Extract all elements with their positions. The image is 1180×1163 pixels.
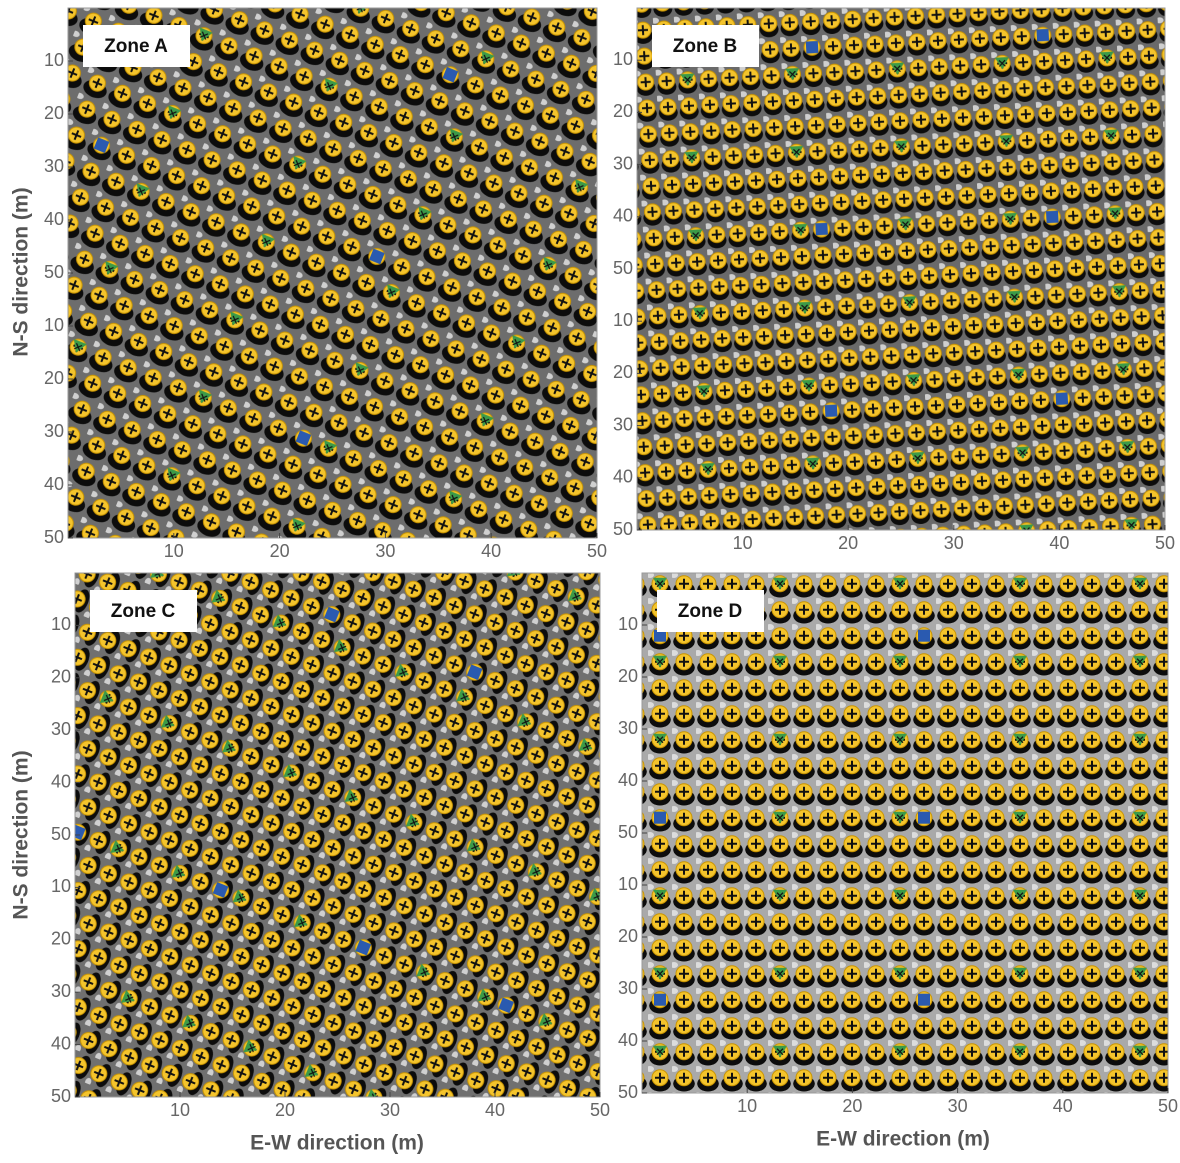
y-tick-label: 30 bbox=[44, 156, 64, 176]
x-tick-label: 50 bbox=[1155, 533, 1175, 553]
y-tick-label: 50 bbox=[618, 822, 638, 842]
x-tick-label: 30 bbox=[375, 541, 395, 561]
y-tick-label: 20 bbox=[51, 929, 71, 949]
y-tick-label: 40 bbox=[44, 474, 64, 494]
x-tick-label: 10 bbox=[737, 1096, 757, 1116]
panel: 10 20 30 40 50 10 20 30 40 50 10 20 30 40 50 Zone A bbox=[44, 7, 607, 561]
canopy-image bbox=[642, 573, 1168, 1093]
zone-label: Zone D bbox=[678, 601, 742, 622]
zone-label: Zone B bbox=[673, 36, 737, 57]
y-tick-label: 40 bbox=[51, 771, 71, 791]
zone-label-box bbox=[90, 590, 197, 632]
y-tick-label: 30 bbox=[51, 719, 71, 739]
x-tick-label: 50 bbox=[590, 1100, 610, 1120]
y-tick-label: 30 bbox=[51, 981, 71, 1001]
y-tick-label: 20 bbox=[613, 101, 633, 121]
dead-markers bbox=[75, 573, 600, 1097]
x-tick-label: 50 bbox=[587, 541, 607, 561]
x-tick-label: 30 bbox=[944, 533, 964, 553]
panel: 10 20 30 40 50 10 20 30 40 50 10 20 30 40 50 Zone C bbox=[51, 572, 610, 1120]
y-tick-label: 20 bbox=[44, 368, 64, 388]
x-tick-label: 40 bbox=[485, 1100, 505, 1120]
x-tick-label: 20 bbox=[838, 533, 858, 553]
y-tick-label: 20 bbox=[618, 926, 638, 946]
x-tick-label: 50 bbox=[1158, 1096, 1178, 1116]
x-tick-label: 10 bbox=[733, 533, 753, 553]
y-tick-label: 40 bbox=[618, 1030, 638, 1050]
zone-label: Zone A bbox=[104, 36, 168, 57]
y-tick-label: 30 bbox=[618, 978, 638, 998]
y-tick-label: 50 bbox=[44, 262, 64, 282]
x-tick-label: 40 bbox=[481, 541, 501, 561]
canopy-image bbox=[75, 573, 600, 1097]
y-tick-label: 40 bbox=[51, 1033, 71, 1053]
y-tick-label: 40 bbox=[44, 209, 64, 229]
canopy-image bbox=[68, 8, 597, 538]
x-tick-label: 10 bbox=[170, 1100, 190, 1120]
x-tick-label: 40 bbox=[1049, 533, 1069, 553]
y-tick-label: 10 bbox=[613, 49, 633, 69]
x-axis-label: E-W direction (m) bbox=[250, 1132, 424, 1155]
y-tick-label: 10 bbox=[44, 50, 64, 70]
x-axis-label: E-W direction (m) bbox=[816, 1128, 990, 1151]
x-tick-label: 20 bbox=[842, 1096, 862, 1116]
y-tick-label: 20 bbox=[51, 667, 71, 687]
zone-label: Zone C bbox=[111, 601, 176, 622]
zone-label-box bbox=[652, 25, 759, 67]
y-tick-label: 50 bbox=[613, 258, 633, 278]
y-axis-label: N-S direction (m) bbox=[10, 750, 33, 919]
y-tick-label: 50 bbox=[44, 527, 64, 547]
zone-label-box bbox=[657, 590, 764, 632]
y-axis-label: N-S direction (m) bbox=[10, 187, 33, 356]
canopy-image bbox=[637, 8, 1165, 530]
zone-label-box bbox=[83, 25, 190, 67]
y-tick-label: 30 bbox=[613, 153, 633, 173]
panel: 10 20 30 40 50 10 20 30 40 50 10 20 30 40 50 Zone B bbox=[613, 7, 1175, 553]
x-tick-label: 40 bbox=[1053, 1096, 1073, 1116]
y-tick-label: 30 bbox=[618, 718, 638, 738]
x-tick-label: 30 bbox=[380, 1100, 400, 1120]
dead-markers bbox=[642, 573, 1168, 1093]
y-tick-label: 10 bbox=[51, 614, 71, 634]
y-tick-label: 50 bbox=[613, 519, 633, 539]
y-tick-label: 30 bbox=[44, 421, 64, 441]
y-tick-label: 40 bbox=[613, 467, 633, 487]
y-tick-label: 40 bbox=[618, 770, 638, 790]
y-tick-label: 50 bbox=[618, 1082, 638, 1102]
x-tick-label: 20 bbox=[275, 1100, 295, 1120]
y-tick-label: 50 bbox=[51, 1086, 71, 1106]
y-tick-label: 10 bbox=[51, 876, 71, 896]
y-tick-label: 20 bbox=[613, 362, 633, 382]
y-tick-label: 40 bbox=[613, 206, 633, 226]
dead-markers bbox=[637, 8, 1165, 530]
y-tick-label: 10 bbox=[613, 310, 633, 330]
x-tick-label: 10 bbox=[164, 541, 184, 561]
y-tick-label: 20 bbox=[44, 103, 64, 123]
x-tick-label: 20 bbox=[270, 541, 290, 561]
y-tick-label: 20 bbox=[618, 666, 638, 686]
x-tick-label: 30 bbox=[948, 1096, 968, 1116]
panel: 10 20 30 40 50 10 20 30 40 50 10 20 30 40 50 Zone D bbox=[618, 572, 1178, 1116]
dead-markers bbox=[68, 8, 597, 538]
y-tick-label: 50 bbox=[51, 824, 71, 844]
y-tick-label: 10 bbox=[618, 614, 638, 634]
y-tick-label: 30 bbox=[613, 414, 633, 434]
y-tick-label: 10 bbox=[44, 315, 64, 335]
y-tick-label: 10 bbox=[618, 874, 638, 894]
